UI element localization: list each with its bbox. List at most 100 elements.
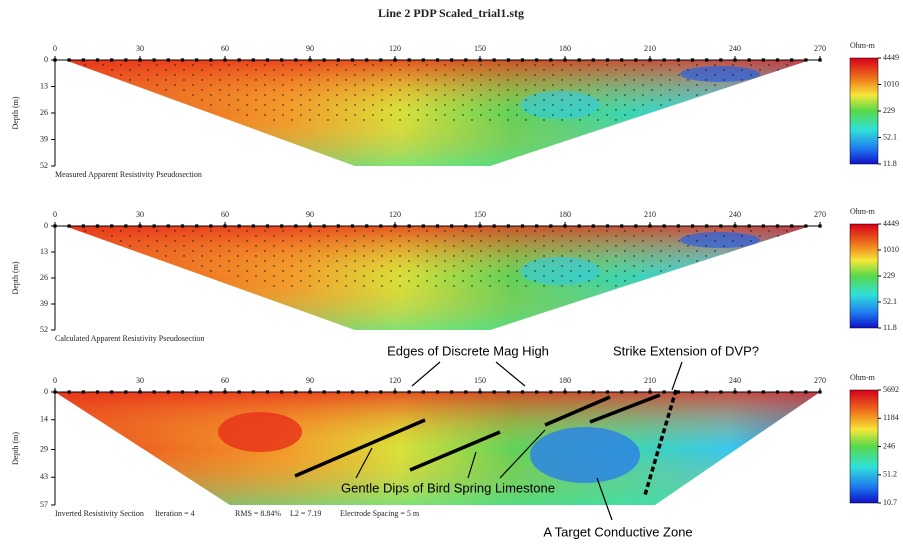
datum-dot xyxy=(480,230,482,232)
electrode xyxy=(775,58,780,62)
datum-dot xyxy=(426,84,428,86)
datum-dot xyxy=(282,250,284,252)
electrode xyxy=(407,224,411,228)
datum-dot xyxy=(642,250,644,252)
datum-dot xyxy=(606,250,608,252)
datum-dot xyxy=(390,104,392,106)
datum-dot xyxy=(426,114,428,116)
datum-dot xyxy=(201,265,203,267)
datum-dot xyxy=(309,89,311,91)
datum-dot xyxy=(633,79,635,81)
electrode xyxy=(506,58,510,62)
datum-dot xyxy=(552,240,554,242)
datum-dot xyxy=(516,94,518,96)
datum-dot xyxy=(642,104,644,106)
datum-dot xyxy=(417,79,419,81)
datum-dot xyxy=(264,74,266,76)
electrode xyxy=(180,224,185,228)
datum-dot xyxy=(201,255,203,257)
datum-dot xyxy=(462,84,464,86)
datum-dot xyxy=(606,84,608,86)
cyan-zone xyxy=(520,91,600,119)
datum-dot xyxy=(327,69,329,71)
x-tick-label: 210 xyxy=(644,44,656,53)
datum-dot xyxy=(282,240,284,242)
datum-dot xyxy=(255,235,257,237)
datum-dot xyxy=(183,79,185,81)
datum-dot xyxy=(354,250,356,252)
datum-dot xyxy=(480,114,482,116)
datum-dot xyxy=(507,119,509,121)
datum-dot xyxy=(597,245,599,247)
datum-dot xyxy=(750,240,752,242)
electrode xyxy=(591,224,595,228)
datum-dot xyxy=(210,230,212,232)
datum-dot xyxy=(246,84,248,86)
datum-dot xyxy=(129,69,131,71)
datum-dot xyxy=(183,69,185,71)
datum-dot xyxy=(597,119,599,121)
datum-dot xyxy=(309,99,311,101)
datum-dot xyxy=(453,89,455,91)
datum-dot xyxy=(264,250,266,252)
electrode xyxy=(379,390,383,394)
datum-dot xyxy=(588,84,590,86)
datum-dot xyxy=(219,245,221,247)
datum-dot xyxy=(417,245,419,247)
datum-dot xyxy=(354,94,356,96)
electrode xyxy=(152,390,156,394)
datum-dot xyxy=(489,99,491,101)
datum-dot xyxy=(318,230,320,232)
electrode xyxy=(336,58,340,62)
datum-dot xyxy=(498,64,500,66)
datum-dot xyxy=(399,89,401,91)
datum-dot xyxy=(570,270,572,272)
datum-dot xyxy=(120,230,122,232)
datum-dot xyxy=(453,109,455,111)
datum-dot xyxy=(489,245,491,247)
electrode xyxy=(95,58,100,62)
datum-dot xyxy=(624,74,626,76)
datum-dot xyxy=(273,235,275,237)
datum-dot xyxy=(606,94,608,96)
electrode xyxy=(761,58,765,62)
electrode xyxy=(350,224,355,228)
electrode xyxy=(237,58,241,62)
datum-dot xyxy=(381,245,383,247)
datum-dot xyxy=(480,260,482,262)
datum-dot xyxy=(192,250,194,252)
electrode xyxy=(209,390,213,394)
datum-dot xyxy=(381,285,383,287)
datum-dot xyxy=(669,69,671,71)
datum-dot xyxy=(345,89,347,91)
datum-dot xyxy=(669,245,671,247)
datum-dot xyxy=(543,89,545,91)
datum-dot xyxy=(237,69,239,71)
x-tick-label: 150 xyxy=(474,44,486,53)
datum-dot xyxy=(102,64,104,66)
datum-dot xyxy=(570,260,572,262)
datum-dot xyxy=(606,74,608,76)
y-tick-label: 13 xyxy=(40,247,48,256)
datum-dot xyxy=(345,119,347,121)
datum-dot xyxy=(156,74,158,76)
electrode xyxy=(265,390,270,394)
electrode xyxy=(634,224,638,228)
datum-dot xyxy=(327,119,329,121)
colorbar-label: 11.8 xyxy=(883,323,897,332)
datum-dot xyxy=(291,79,293,81)
datum-dot xyxy=(480,104,482,106)
electrode xyxy=(761,224,765,228)
datum-dot xyxy=(714,64,716,66)
datum-dot xyxy=(255,89,257,91)
datum-dot xyxy=(228,104,230,106)
datum-dot xyxy=(606,114,608,116)
electrode xyxy=(81,224,85,228)
conductive-zone xyxy=(530,427,640,483)
datum-dot xyxy=(678,260,680,262)
electrode xyxy=(365,390,369,394)
datum-dot xyxy=(696,250,698,252)
datum-dot xyxy=(228,74,230,76)
datum-dot xyxy=(426,74,428,76)
datum-dot xyxy=(543,245,545,247)
